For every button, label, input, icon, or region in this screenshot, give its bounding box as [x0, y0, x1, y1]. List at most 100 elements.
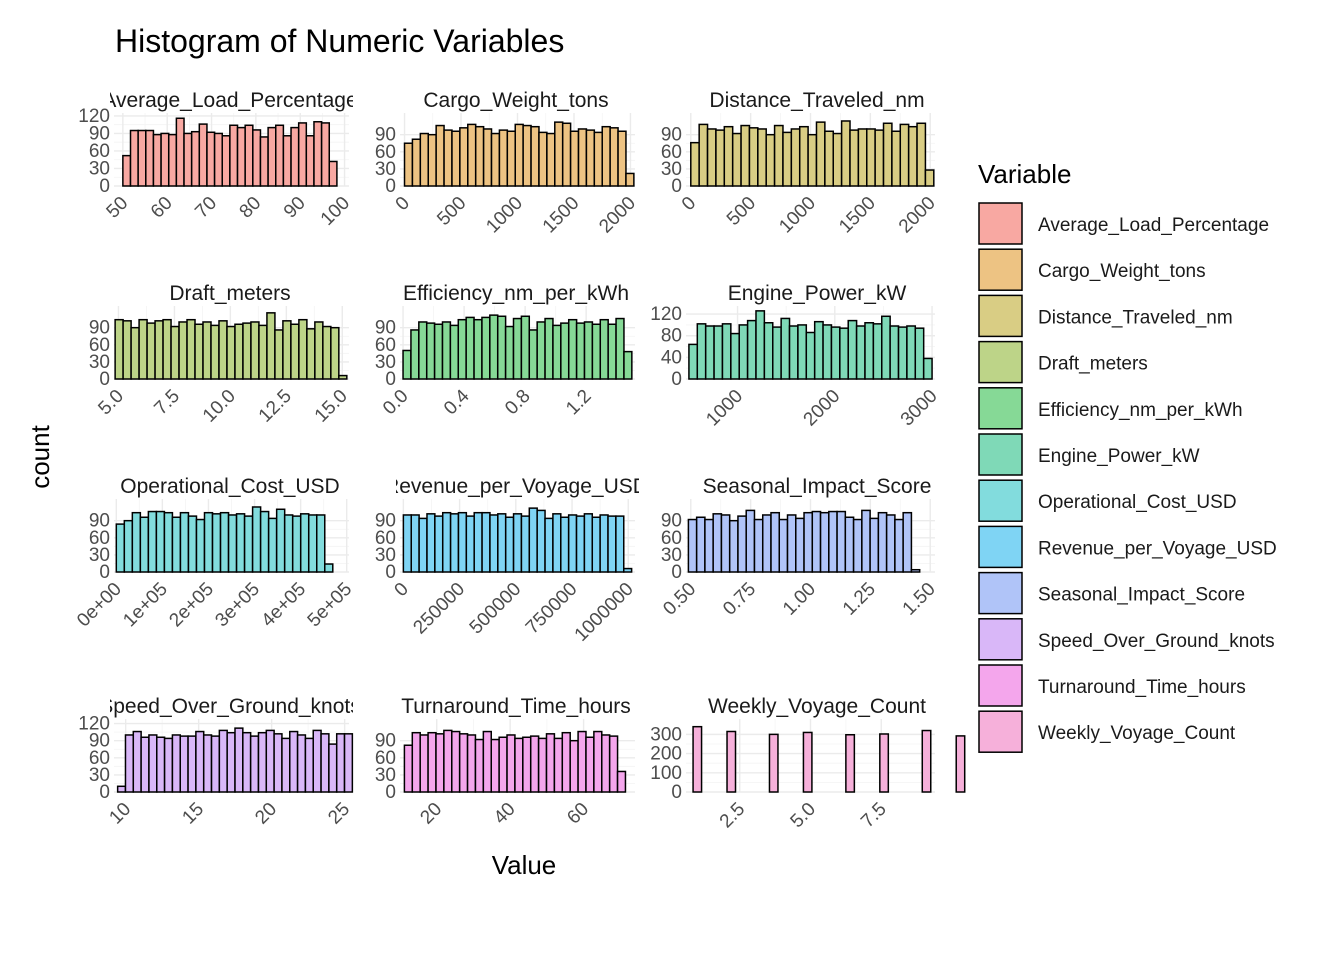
- panel-8: Revenue_per_Voyage_USD030609002500005000…: [375, 475, 639, 646]
- y-tick-label: 0: [385, 782, 396, 803]
- histogram-bar: [877, 511, 888, 573]
- panel-strip-label: Efficiency_nm_per_kWh: [403, 282, 629, 305]
- histogram-bar: [616, 770, 627, 793]
- histogram-bar: [140, 736, 150, 793]
- y-tick-label: 90: [89, 123, 110, 144]
- x-tick-label: 2000: [595, 193, 640, 238]
- x-tick-label: 5e+05: [304, 579, 357, 632]
- histogram-bar: [748, 127, 759, 187]
- histogram-bar: [297, 122, 308, 187]
- y-tick-label: 90: [89, 318, 110, 339]
- y-tick-label: 60: [661, 528, 682, 549]
- histogram-bar: [583, 513, 594, 573]
- histogram-bar: [122, 320, 132, 380]
- histogram-bar: [852, 518, 863, 573]
- histogram-bar: [114, 318, 124, 380]
- x-tick-label: 20: [251, 799, 281, 829]
- histogram-bar: [546, 132, 556, 187]
- histogram-bar: [210, 735, 221, 793]
- y-tick-label: 30: [89, 352, 110, 373]
- histogram-bar: [530, 125, 540, 187]
- histogram-bar: [803, 511, 814, 573]
- panel-strip-label: Seasonal_Impact_Score: [703, 475, 932, 498]
- histogram-bar: [869, 517, 880, 573]
- histogram-bar: [824, 130, 834, 187]
- histogram-bar: [330, 326, 340, 380]
- x-tick-label: 2000: [800, 386, 845, 431]
- histogram-bar: [522, 124, 532, 187]
- histogram-bar: [845, 734, 856, 793]
- histogram-bar: [772, 326, 782, 380]
- histogram-bar: [780, 317, 791, 380]
- y-tick-label: 60: [89, 335, 110, 356]
- histogram-bar: [593, 730, 603, 793]
- legend-swatch: [978, 202, 1023, 245]
- y-tick-label: 0: [671, 782, 682, 803]
- y-tick-label: 30: [89, 158, 110, 179]
- legend-label: Draft_meters: [1038, 354, 1148, 375]
- histogram-bar: [459, 127, 469, 187]
- histogram-bar: [482, 730, 492, 793]
- histogram-bar: [514, 737, 524, 793]
- panel-strip-label: Draft_meters: [169, 282, 290, 305]
- x-tick-label: 500: [723, 193, 760, 230]
- histogram-bar: [457, 318, 467, 380]
- y-tick-label: 60: [661, 142, 682, 163]
- histogram-bar: [847, 319, 858, 380]
- histogram-bar: [138, 318, 148, 380]
- histogram-bar: [885, 514, 896, 573]
- histogram-bar: [410, 514, 420, 573]
- histogram-bar: [695, 516, 706, 573]
- histogram-bar: [728, 519, 739, 573]
- panel-strip-label: Operational_Cost_USD: [120, 475, 339, 498]
- histogram-bar: [855, 325, 866, 380]
- y-tick-label: 60: [375, 142, 396, 163]
- histogram-bar: [497, 513, 507, 573]
- histogram-bar: [183, 132, 193, 187]
- histogram-bar: [443, 729, 453, 793]
- histogram-bar: [704, 325, 715, 380]
- histogram-bar: [496, 315, 507, 380]
- histogram-bar: [259, 136, 269, 187]
- histogram-bar: [457, 511, 468, 573]
- histogram-bar: [561, 731, 571, 793]
- histogram-bar: [203, 511, 214, 573]
- legend-item: Revenue_per_Voyage_USD: [978, 525, 1277, 569]
- x-tick-label: 5.0: [94, 386, 128, 420]
- histogram-bar: [465, 316, 475, 380]
- histogram-bar: [882, 122, 893, 187]
- histogram-bar: [593, 131, 603, 187]
- y-tick-label: 90: [661, 511, 682, 532]
- histogram-bar: [554, 121, 564, 187]
- y-tick-label: 80: [661, 326, 682, 347]
- histogram-bar: [552, 513, 562, 573]
- histogram-bar: [305, 135, 315, 187]
- x-tick-label: 7.5: [857, 799, 891, 833]
- histogram-bar: [426, 513, 436, 573]
- legend-label: Engine_Power_kW: [1038, 446, 1200, 467]
- histogram-bar: [227, 514, 238, 573]
- histogram-bar: [315, 514, 326, 573]
- histogram-bar: [561, 122, 572, 187]
- histogram-bar: [435, 733, 445, 793]
- histogram-bar: [713, 325, 724, 380]
- histogram-bar: [290, 126, 300, 187]
- histogram-bar: [411, 731, 421, 793]
- histogram-bar: [544, 517, 554, 573]
- histogram-bar: [921, 729, 932, 793]
- histogram-bar: [899, 123, 910, 187]
- legend-swatch: [978, 294, 1023, 338]
- legend-label: Cargo_Weight_tons: [1038, 261, 1206, 282]
- histogram-bar: [213, 132, 223, 187]
- legend-swatch: [978, 433, 1023, 476]
- y-tick-label: 30: [375, 765, 396, 786]
- y-tick-label: 90: [89, 731, 110, 752]
- histogram-bar: [914, 327, 925, 380]
- legend-swatch: [978, 340, 1023, 384]
- histogram-bar: [190, 130, 201, 187]
- histogram-bar: [322, 325, 332, 380]
- x-tick-label: 10.0: [199, 386, 240, 427]
- legend-label: Turnaround_Time_hours: [1038, 677, 1246, 698]
